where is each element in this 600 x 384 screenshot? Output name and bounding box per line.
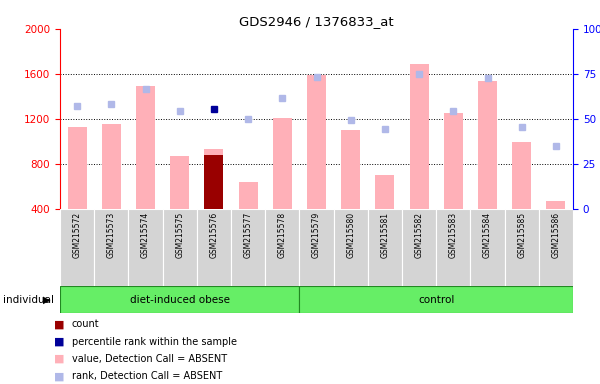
Bar — [307, 75, 326, 209]
Bar — [128, 209, 163, 286]
Text: GSM215575: GSM215575 — [175, 212, 184, 258]
Text: GSM215577: GSM215577 — [244, 212, 253, 258]
Title: GDS2946 / 1376833_at: GDS2946 / 1376833_at — [239, 15, 394, 28]
Bar — [470, 209, 505, 286]
Bar — [60, 286, 299, 313]
Bar — [376, 175, 394, 209]
Bar — [547, 201, 565, 209]
Text: GSM215580: GSM215580 — [346, 212, 355, 258]
Bar — [512, 142, 531, 209]
Text: ▶: ▶ — [43, 295, 50, 305]
Bar — [239, 182, 257, 209]
Bar — [299, 209, 334, 286]
Bar — [334, 209, 368, 286]
Text: GSM215581: GSM215581 — [380, 212, 389, 258]
Bar — [341, 130, 360, 209]
Bar — [299, 286, 573, 313]
Text: GSM215578: GSM215578 — [278, 212, 287, 258]
Bar — [402, 209, 436, 286]
Text: individual: individual — [3, 295, 54, 305]
Text: diet-induced obese: diet-induced obese — [130, 295, 230, 305]
Text: ■: ■ — [54, 371, 65, 381]
Text: GSM215584: GSM215584 — [483, 212, 492, 258]
Bar — [197, 209, 231, 286]
Bar — [68, 127, 86, 209]
Text: value, Detection Call = ABSENT: value, Detection Call = ABSENT — [72, 354, 227, 364]
Text: GSM215576: GSM215576 — [209, 212, 218, 258]
Bar — [231, 209, 265, 286]
Bar — [273, 118, 292, 209]
Bar — [205, 155, 223, 209]
Text: rank, Detection Call = ABSENT: rank, Detection Call = ABSENT — [72, 371, 222, 381]
Text: GSM215585: GSM215585 — [517, 212, 526, 258]
Bar — [505, 209, 539, 286]
Bar — [368, 209, 402, 286]
Bar — [205, 149, 223, 209]
Text: GSM215586: GSM215586 — [551, 212, 560, 258]
Text: GSM215579: GSM215579 — [312, 212, 321, 258]
Bar — [410, 64, 428, 209]
Text: percentile rank within the sample: percentile rank within the sample — [72, 337, 237, 347]
Bar — [60, 209, 94, 286]
Bar — [94, 209, 128, 286]
Bar — [136, 86, 155, 209]
Bar — [163, 209, 197, 286]
Text: ■: ■ — [54, 319, 65, 329]
Bar — [265, 209, 299, 286]
Bar — [102, 124, 121, 209]
Bar — [539, 209, 573, 286]
Text: count: count — [72, 319, 100, 329]
Text: control: control — [418, 295, 454, 305]
Text: ■: ■ — [54, 354, 65, 364]
Text: GSM215572: GSM215572 — [73, 212, 82, 258]
Bar — [444, 113, 463, 209]
Text: GSM215574: GSM215574 — [141, 212, 150, 258]
Text: GSM215573: GSM215573 — [107, 212, 116, 258]
Bar — [436, 209, 470, 286]
Bar — [170, 156, 189, 209]
Text: GSM215582: GSM215582 — [415, 212, 424, 258]
Bar — [478, 81, 497, 209]
Text: GSM215583: GSM215583 — [449, 212, 458, 258]
Text: ■: ■ — [54, 337, 65, 347]
